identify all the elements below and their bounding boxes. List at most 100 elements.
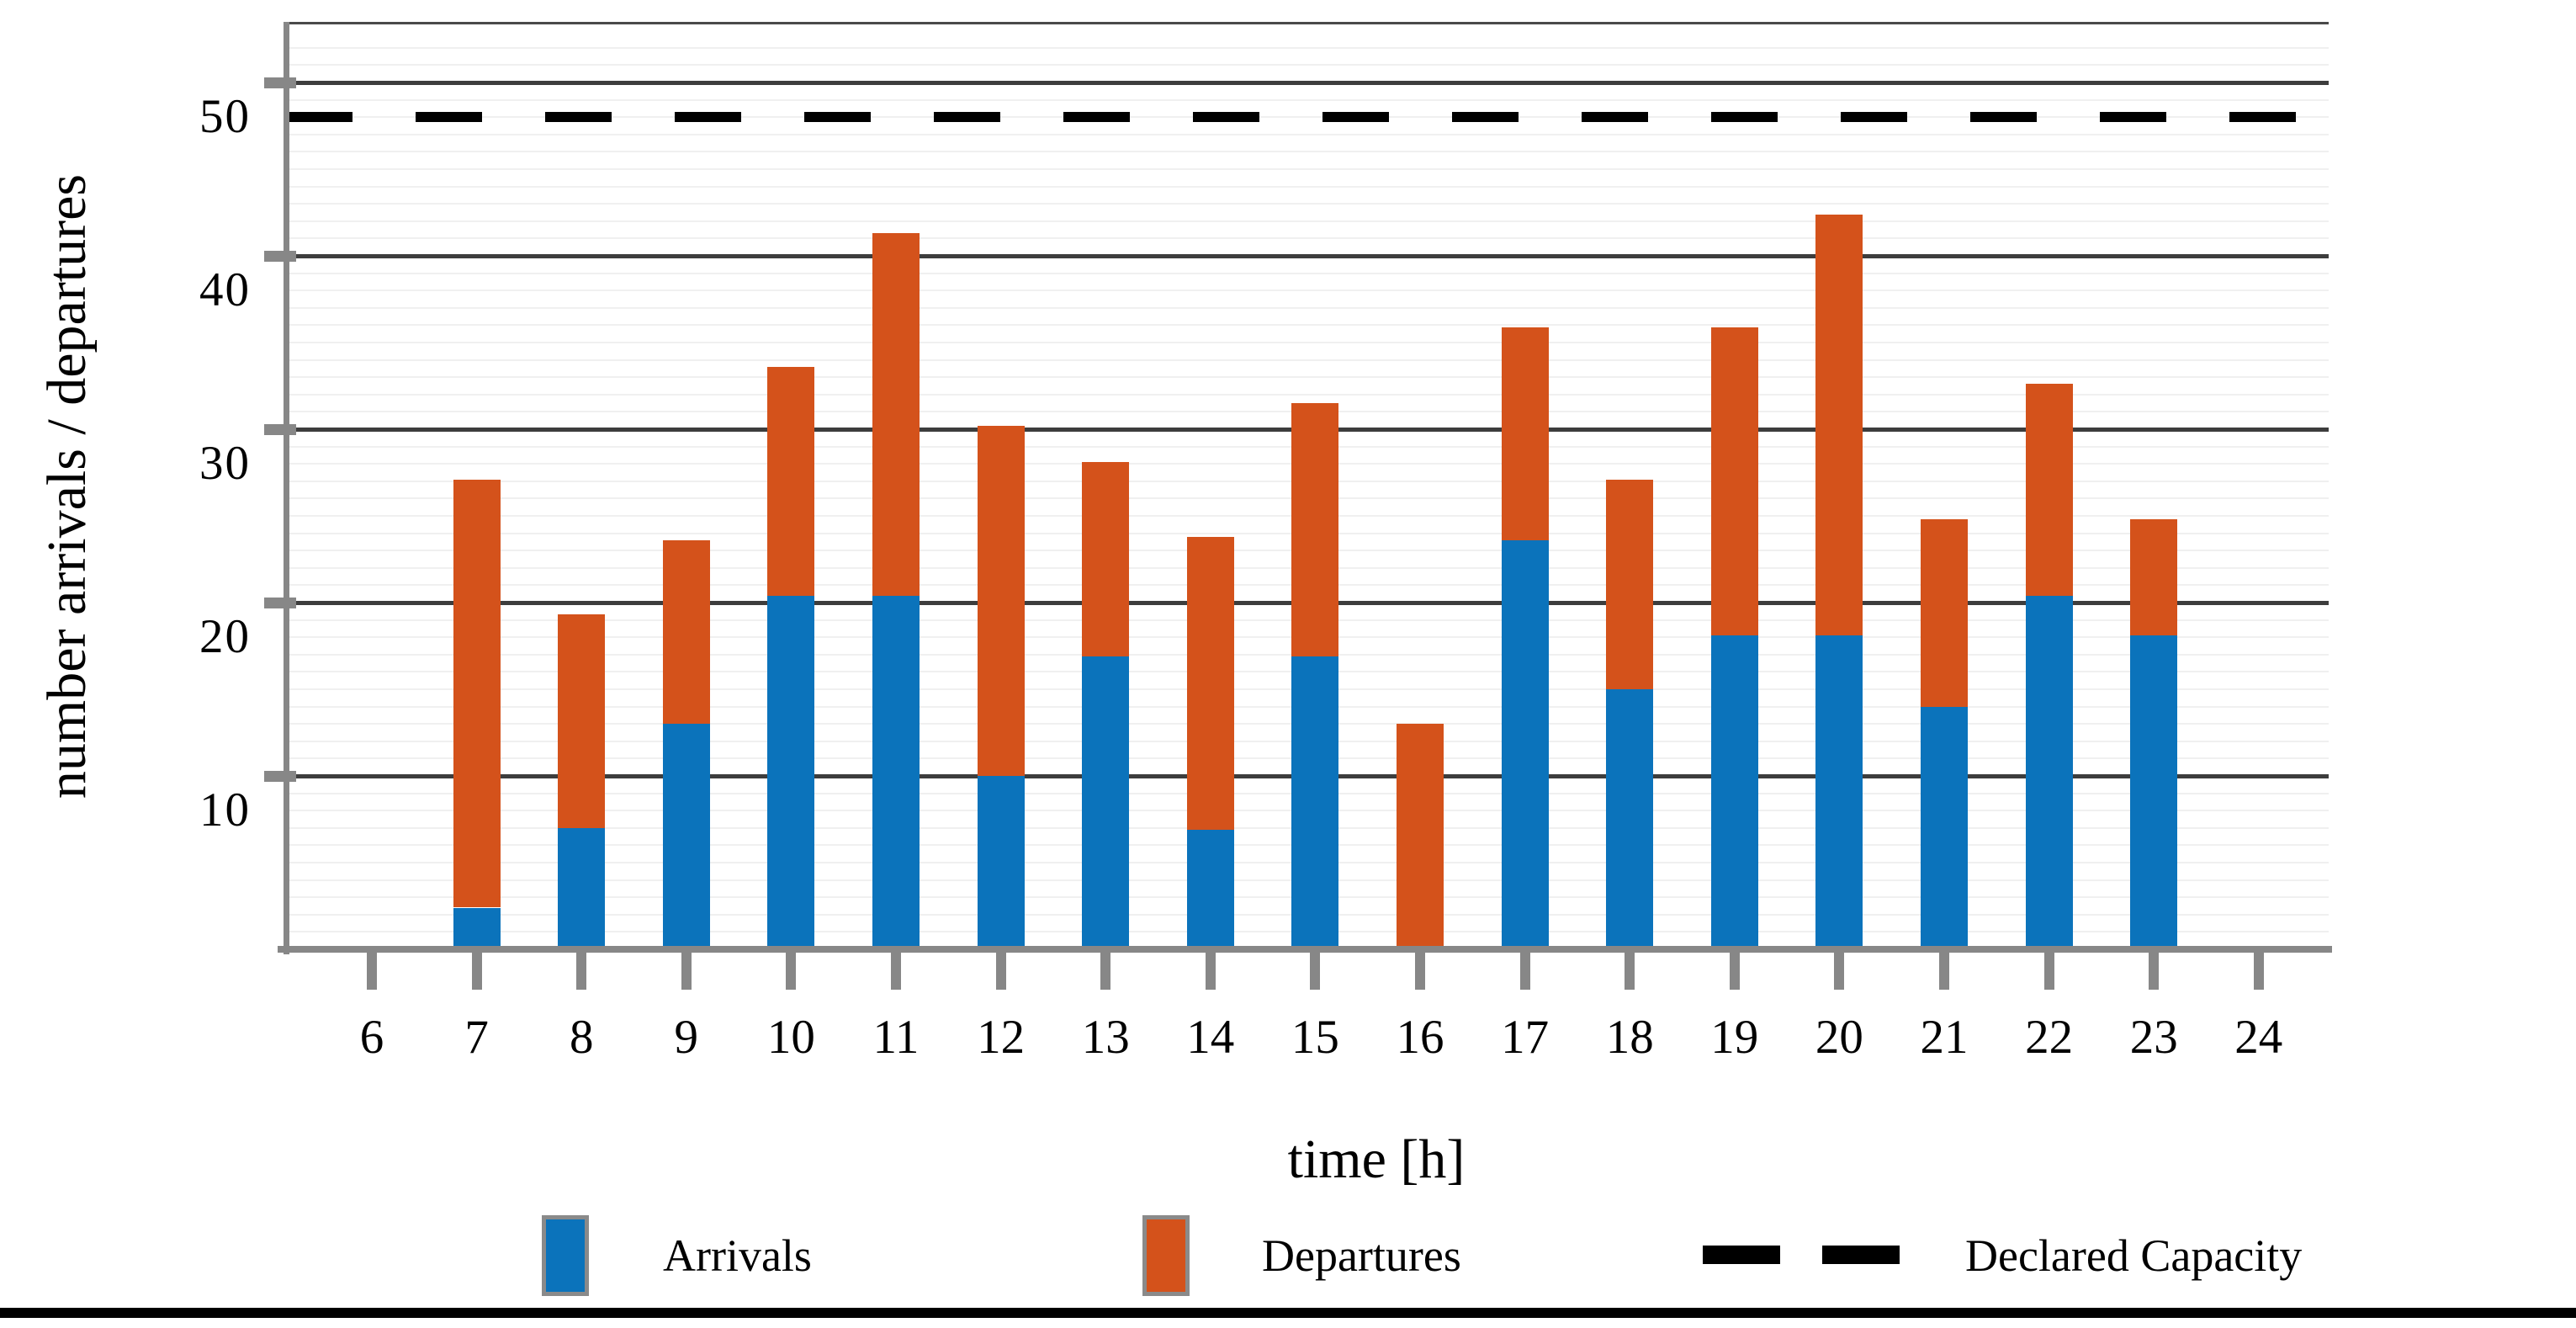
bottom-divider-line	[0, 1308, 2576, 1318]
major-gridline	[286, 253, 2329, 258]
x-tick-label: 6	[359, 1011, 384, 1064]
minor-gridline	[286, 272, 2329, 274]
bar-hour-8-departures-segment	[558, 614, 606, 828]
legend-capacity-dash-icon	[1822, 1246, 1900, 1264]
x-axis-tick	[1519, 953, 1530, 990]
x-tick-label: 14	[1186, 1011, 1235, 1064]
x-axis-title: time [h]	[1287, 1129, 1466, 1190]
x-tick-label: 22	[2025, 1011, 2074, 1064]
bar-hour-9-departures-segment	[662, 539, 710, 725]
plot-top-spine	[286, 22, 2329, 24]
x-tick-label: 23	[2129, 1011, 2178, 1064]
y-axis-tick	[264, 250, 296, 262]
y-axis-title: number arrivals / departures	[36, 173, 98, 799]
y-axis-spine	[284, 22, 289, 954]
x-axis-tick	[2043, 953, 2054, 990]
minor-gridline	[286, 185, 2329, 188]
x-axis-tick	[891, 953, 901, 990]
minor-gridline	[286, 306, 2329, 309]
x-axis-tick	[1834, 953, 1845, 990]
legend-capacity-label: Declared Capacity	[1965, 1230, 2303, 1281]
legend-arrivals-label: Arrivals	[663, 1230, 812, 1281]
minor-gridline	[286, 168, 2329, 170]
bar-hour-7-departures-segment	[453, 479, 501, 908]
x-axis-tick	[2253, 953, 2264, 990]
x-tick-label: 18	[1605, 1011, 1654, 1064]
bar-hour-17-departures-segment	[1501, 327, 1549, 540]
bar-hour-13-arrivals-segment	[1082, 656, 1130, 949]
x-tick-label: 11	[872, 1011, 920, 1064]
bar-hour-20-departures-segment	[1815, 214, 1863, 636]
minor-gridline	[286, 98, 2329, 101]
bar-hour-18-departures-segment	[1606, 479, 1654, 689]
minor-gridline	[286, 220, 2329, 222]
x-tick-label: 24	[2234, 1011, 2283, 1064]
bar-hour-11-arrivals-segment	[872, 595, 920, 949]
x-axis-tick	[681, 953, 692, 990]
x-axis-tick	[1625, 953, 1635, 990]
y-tick-label: 30	[199, 437, 251, 490]
x-tick-label: 19	[1710, 1011, 1759, 1064]
minor-gridline	[286, 64, 2329, 66]
bar-hour-20-arrivals-segment	[1815, 635, 1863, 949]
x-axis-tick	[995, 953, 1006, 990]
x-axis-tick	[1100, 953, 1111, 990]
bar-hour-16-departures-segment	[1397, 724, 1444, 949]
x-axis-line	[278, 946, 2332, 953]
minor-gridline	[286, 133, 2329, 135]
legend-departures-swatch	[1142, 1215, 1190, 1296]
x-axis-tick	[1310, 953, 1321, 990]
bar-hour-14-arrivals-segment	[1186, 829, 1234, 949]
x-axis-tick	[471, 953, 482, 990]
bar-hour-23-arrivals-segment	[2130, 635, 2178, 949]
x-tick-label: 16	[1396, 1011, 1444, 1064]
minor-gridline	[286, 237, 2329, 240]
x-axis-tick	[1205, 953, 1216, 990]
minor-gridline	[286, 46, 2329, 49]
legend-arrivals-swatch	[542, 1215, 589, 1296]
bar-hour-21-departures-segment	[1921, 519, 1968, 707]
minor-gridline	[286, 203, 2329, 205]
legend-departures-label: Departures	[1262, 1230, 1461, 1281]
y-axis-tick	[264, 770, 296, 782]
legend-capacity-dash-icon	[1703, 1246, 1780, 1264]
y-tick-label: 40	[199, 263, 251, 316]
x-tick-label: 9	[674, 1011, 699, 1064]
bar-hour-10-arrivals-segment	[767, 595, 815, 949]
bar-hour-9-arrivals-segment	[662, 724, 710, 949]
x-tick-label: 20	[1815, 1011, 1863, 1064]
minor-gridline	[286, 376, 2329, 379]
y-axis-tick	[264, 597, 296, 608]
x-tick-label: 7	[464, 1011, 489, 1064]
x-tick-label: 21	[1920, 1011, 1969, 1064]
y-tick-label: 50	[199, 90, 251, 143]
bar-hour-12-departures-segment	[977, 425, 1025, 776]
bar-hour-10-departures-segment	[767, 366, 815, 596]
y-axis-tick	[264, 77, 296, 88]
x-tick-label: 10	[766, 1011, 815, 1064]
bar-hour-22-arrivals-segment	[2025, 595, 2073, 949]
x-tick-label: 12	[977, 1011, 1026, 1064]
x-axis-tick	[786, 953, 797, 990]
x-tick-label: 8	[569, 1011, 594, 1064]
bar-hour-21-arrivals-segment	[1921, 706, 1968, 949]
bar-hour-8-arrivals-segment	[558, 827, 606, 949]
major-gridline	[286, 80, 2329, 85]
bar-hour-15-departures-segment	[1291, 403, 1339, 656]
bar-hour-23-departures-segment	[2130, 519, 2178, 636]
minor-gridline	[286, 151, 2329, 153]
x-tick-label: 17	[1501, 1011, 1550, 1064]
bar-hour-22-departures-segment	[2025, 384, 2073, 596]
y-tick-label: 10	[199, 784, 251, 837]
minor-gridline	[286, 290, 2329, 292]
bar-hour-19-arrivals-segment	[1710, 635, 1758, 949]
x-axis-tick	[1939, 953, 1949, 990]
declared-capacity-line	[286, 112, 2329, 123]
bar-hour-7-arrivals-segment	[453, 907, 501, 949]
minor-gridline	[286, 359, 2329, 361]
bar-hour-18-arrivals-segment	[1606, 689, 1654, 949]
bar-hour-17-arrivals-segment	[1501, 539, 1549, 949]
x-tick-label: 13	[1081, 1011, 1130, 1064]
bar-hour-19-departures-segment	[1710, 327, 1758, 636]
